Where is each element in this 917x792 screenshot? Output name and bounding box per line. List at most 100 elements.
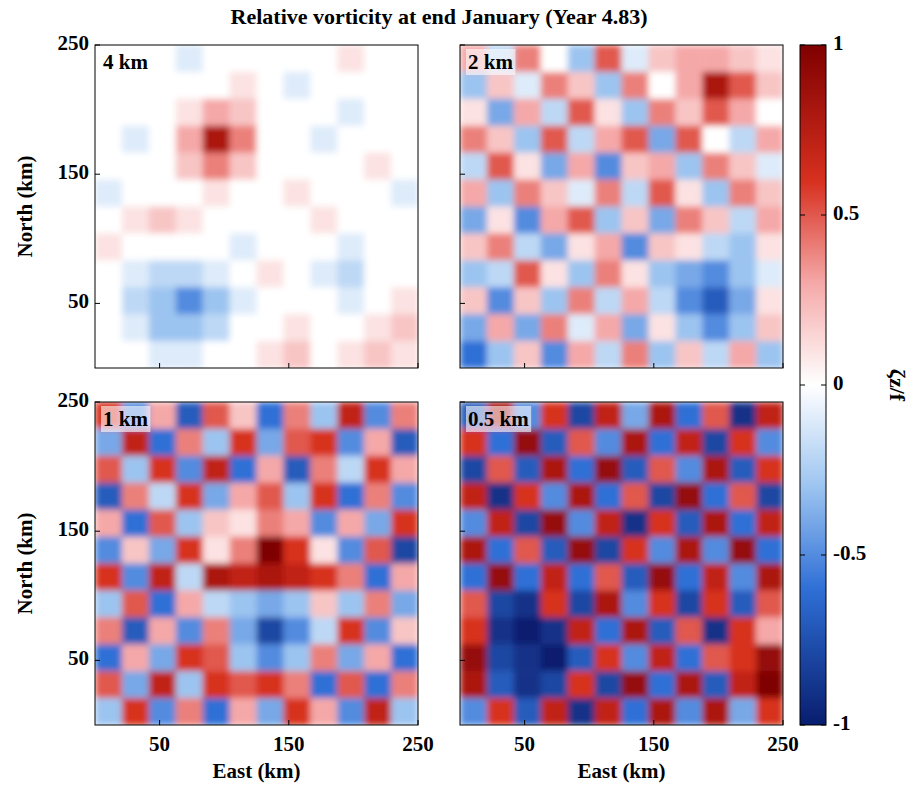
cell [203,671,231,699]
cell [310,126,338,154]
cell [595,617,623,645]
cell [257,590,285,618]
cell [122,153,150,181]
cell [283,45,311,73]
cell [176,72,204,100]
cell [622,429,650,457]
cell [230,260,258,288]
cell [541,233,569,261]
cell [95,153,123,181]
cell [391,260,418,288]
cell [648,180,676,208]
figure: Relative vorticity at end January (Year … [0,0,917,792]
cell [257,153,285,181]
cell [283,126,311,154]
cell [648,287,676,315]
cell [364,617,392,645]
cell [337,510,365,538]
cell [391,429,418,457]
colorbar-tick-label: 0 [833,371,844,395]
cell [675,45,703,73]
cell [337,617,365,645]
cell [595,180,623,208]
cell [702,99,730,127]
cell [364,153,392,181]
panel-label: 0.5 km [468,407,529,431]
cell [310,260,338,288]
cell [460,126,488,154]
cell [95,126,123,154]
y-tick [95,660,100,661]
heatmap-cells [460,45,783,368]
cell [756,537,783,565]
x-tick [524,363,525,368]
cell [391,99,418,127]
cell [257,341,285,368]
cell [230,537,258,565]
cell [230,590,258,618]
cell [675,314,703,342]
cell [648,537,676,565]
cell [595,233,623,261]
cell [364,698,392,725]
cell [568,698,596,725]
cell [176,644,204,672]
cell [675,180,703,208]
cell [364,644,392,672]
cell [568,45,596,73]
cell [702,207,730,235]
cell [310,180,338,208]
cell [648,233,676,261]
cell [95,429,123,457]
cell [203,287,231,315]
cell [176,564,204,592]
cell [337,260,365,288]
cell [729,153,757,181]
cell [568,99,596,127]
cell [487,72,515,100]
cell [149,341,177,368]
cell [648,260,676,288]
cell [729,72,757,100]
cell [364,126,392,154]
cell [514,99,542,127]
cell [729,402,757,430]
cell [729,180,757,208]
y-tick [460,174,465,175]
cell [203,698,231,725]
cell [568,644,596,672]
cell [176,402,204,430]
x-tick [159,363,160,368]
cell [541,483,569,511]
cell [283,617,311,645]
y-tick [460,45,465,46]
cell [283,153,311,181]
cell [622,180,650,208]
cell [729,644,757,672]
cell [203,207,231,235]
x-tick-label: 50 [514,732,535,756]
cell [622,483,650,511]
cell [283,207,311,235]
cell [595,287,623,315]
cell [675,260,703,288]
cell [541,644,569,672]
cell [230,287,258,315]
panel-label: 2 km [468,50,513,74]
cell [487,617,515,645]
colorbar-tick [821,385,826,386]
cell [514,207,542,235]
cell [622,617,650,645]
cell [283,429,311,457]
cell [568,341,596,368]
cell [675,617,703,645]
cell [310,564,338,592]
cell [648,671,676,699]
cell [337,537,365,565]
cell [230,617,258,645]
cell [257,644,285,672]
cell [257,314,285,342]
cell [149,671,177,699]
cell [283,510,311,538]
cell [176,207,204,235]
